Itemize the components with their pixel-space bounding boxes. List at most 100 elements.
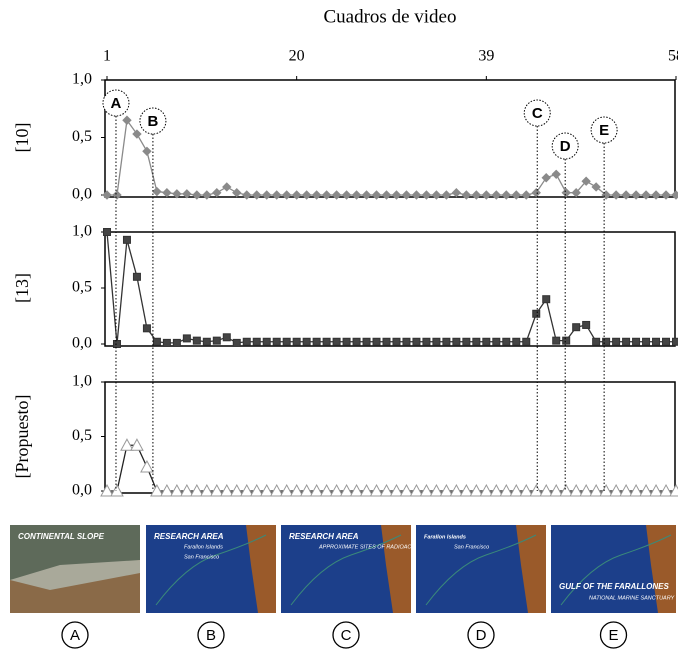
marker [301,190,312,200]
annotation-circle [523,99,551,127]
contours [560,534,672,606]
marker [192,336,201,345]
marker [351,190,362,200]
marker [541,173,551,183]
thumbnail-label-circle [61,621,89,649]
marker [291,190,302,200]
marker [212,187,222,198]
marker [222,182,232,192]
marker [431,190,442,200]
marker [532,309,541,318]
thumbnail-label: E [608,627,618,644]
marker [172,338,181,347]
marker [312,337,321,346]
marker [572,323,581,332]
marker [102,190,112,200]
y-axis-title: [13] [12,273,32,303]
annotation-label: C [532,105,543,122]
marker [359,483,374,497]
marker [229,483,244,497]
thumbnail-label: C [341,627,352,644]
marker [429,483,444,497]
x-tick-label: 1 [103,48,111,65]
y-tick-label: 0,0 [72,186,92,203]
marker [582,320,591,329]
marker [142,324,151,333]
marker [389,483,404,497]
marker [419,483,434,497]
marker [361,190,372,200]
thumbnail-label-circle [599,621,628,649]
panel-frame [104,231,676,347]
marker [501,190,512,200]
marker [140,459,154,473]
marker [202,190,212,200]
marker [249,483,264,497]
marker [512,337,521,346]
thumbnail-label-circle [467,621,495,649]
marker [551,169,561,180]
marker [669,483,678,497]
marker [382,337,391,346]
marker [422,337,431,346]
marker [342,337,351,346]
thumbnail-label: D [476,627,487,644]
marker [522,337,531,346]
marker [552,336,561,345]
land [646,525,676,613]
marker [581,176,591,186]
marker [531,187,541,198]
marker [339,483,354,497]
marker [321,190,332,200]
marker [182,189,192,199]
thumbnail-text: San Francisco [454,544,489,550]
marker [182,334,191,343]
thumbnail-label-circle [197,621,225,649]
land [516,525,546,613]
x-tick-label: 39 [478,48,494,65]
marker [309,483,324,497]
marker [132,272,141,281]
marker [482,337,491,346]
marker [579,483,594,497]
marker [472,337,481,346]
marker [491,190,502,200]
thumbnail-text: San Francisco [184,554,219,560]
marker [269,483,284,497]
marker [589,483,603,497]
marker [569,483,584,497]
marker [271,190,282,200]
marker [122,115,132,125]
marker [122,235,131,244]
marker [252,337,261,346]
marker [372,337,381,346]
marker [152,186,162,197]
marker [262,190,272,200]
marker [492,337,501,346]
marker [411,190,422,200]
marker [649,483,663,497]
marker [252,190,262,200]
thumbnail-text: GULF OF THE FARALLONES [559,582,669,591]
marker [311,190,322,200]
contours [425,534,537,606]
marker [189,483,204,497]
marker [519,483,534,497]
annotation-circle [551,132,579,160]
marker [341,190,352,200]
marker [671,190,678,200]
marker [571,187,581,198]
y-tick-label: 1,0 [72,373,92,390]
marker [591,182,601,192]
marker [120,438,134,451]
marker [612,337,621,346]
marker [441,190,452,200]
marker [561,187,571,198]
contours [155,534,267,606]
marker [130,438,144,451]
marker [391,190,402,200]
land [246,525,276,613]
marker [471,190,482,200]
